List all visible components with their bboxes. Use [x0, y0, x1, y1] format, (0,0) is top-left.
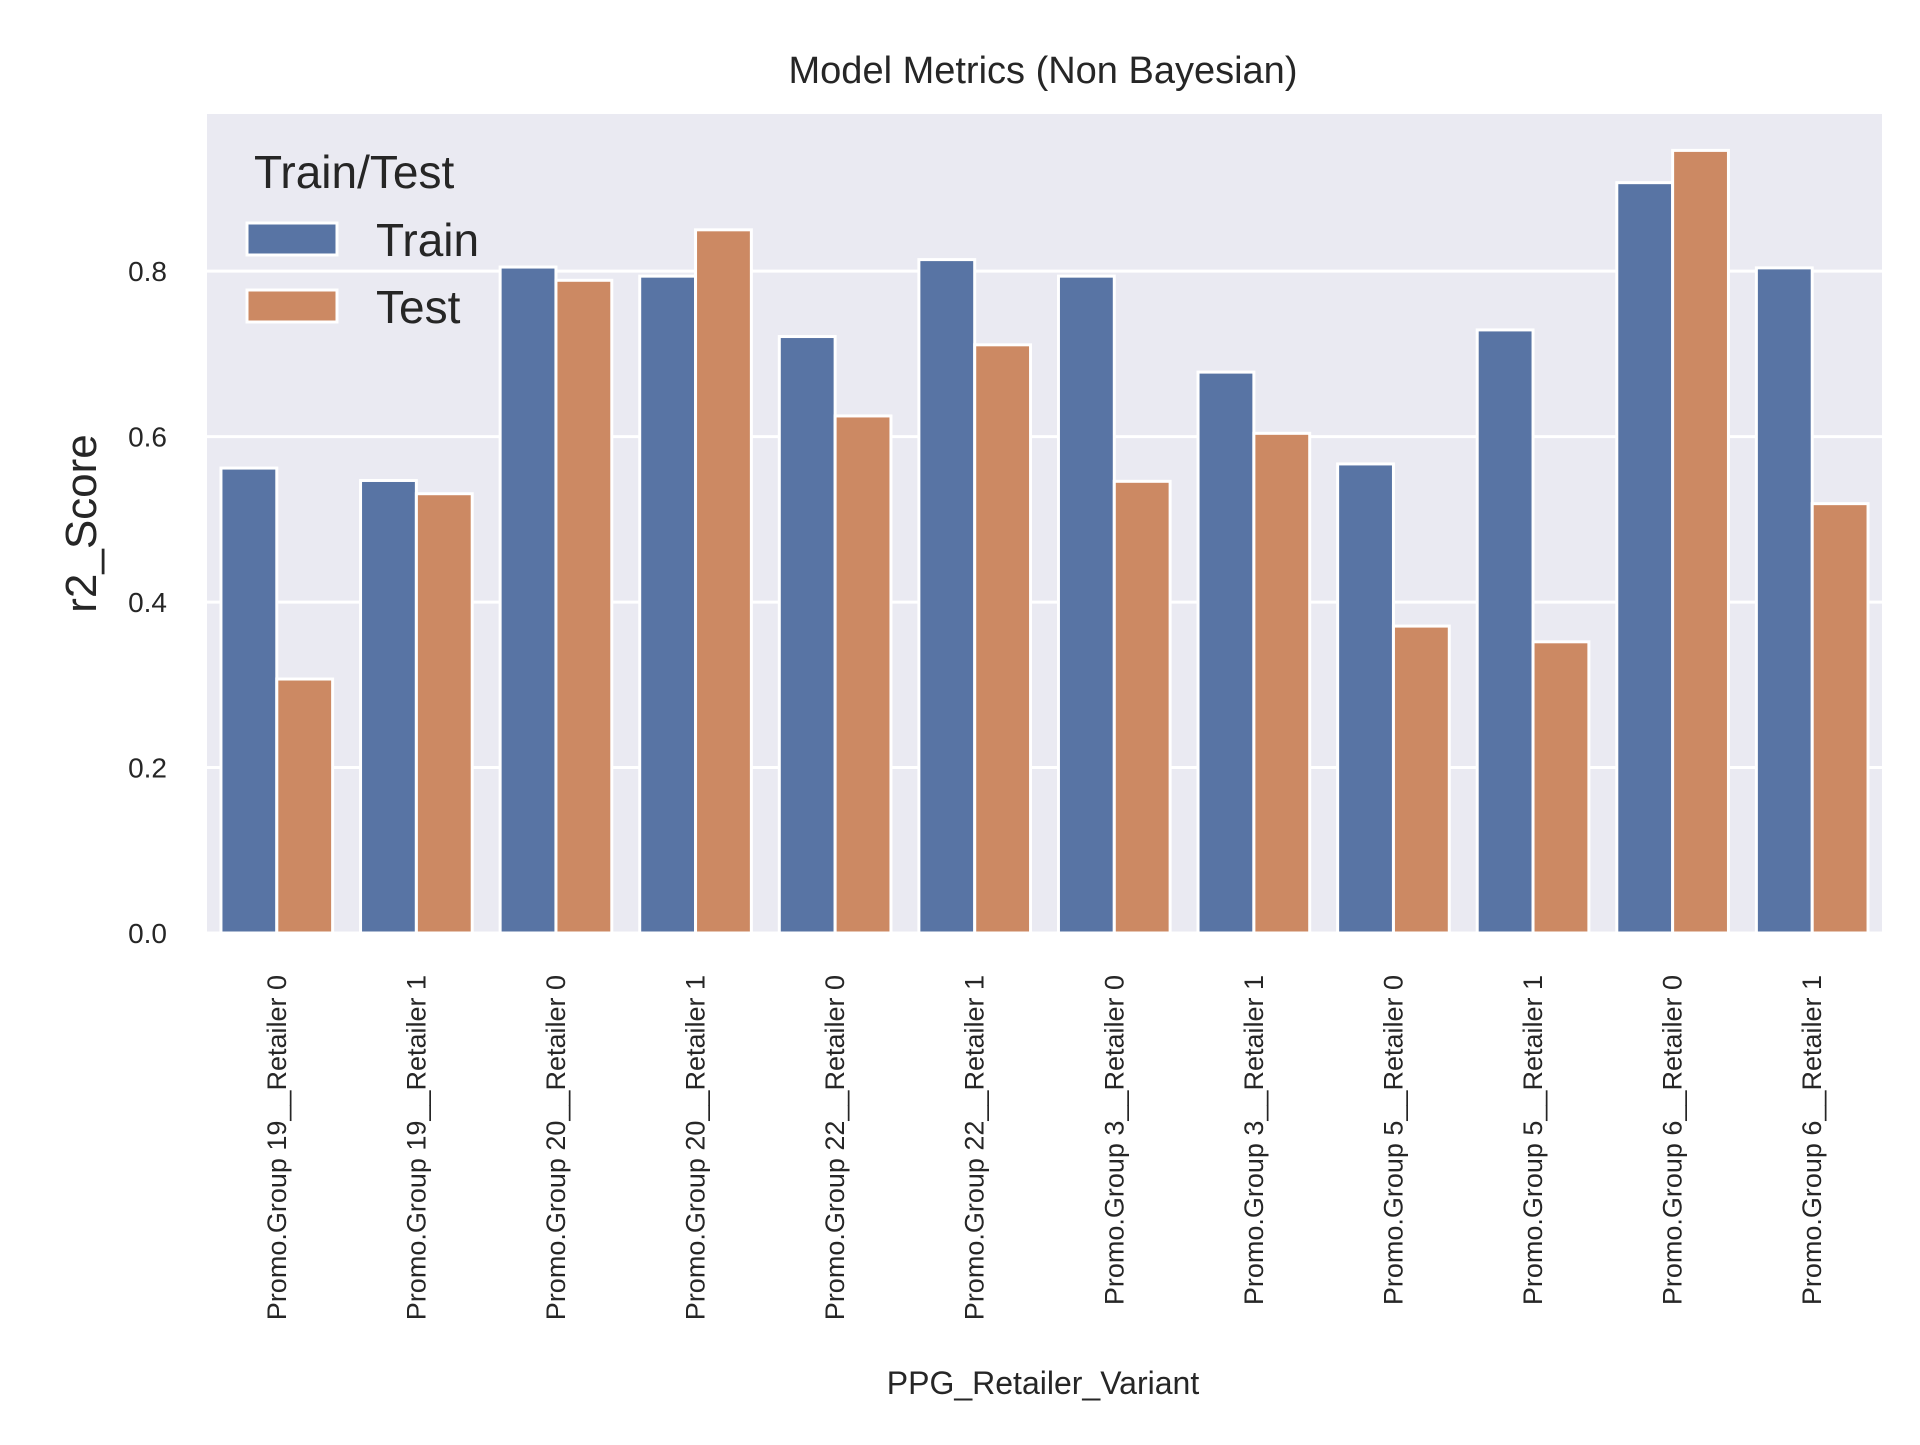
legend-title: Train/Test — [254, 146, 454, 198]
bar-test-2 — [554, 278, 614, 935]
y-tick-label: 0.0 — [128, 918, 167, 949]
bars — [219, 148, 1870, 935]
bar-test-0 — [275, 677, 335, 935]
x-tick-label: Promo.Group 6__Retailer 1 — [1797, 975, 1827, 1305]
x-tick-label: Promo.Group 6__Retailer 0 — [1658, 975, 1688, 1305]
gridlines — [207, 269, 1882, 935]
x-tick-label: Promo.Group 3__Retailer 1 — [1239, 975, 1269, 1305]
x-tick-label: Promo.Group 20__Retailer 1 — [681, 975, 711, 1320]
bar-test-5 — [973, 343, 1033, 935]
x-tick-label: Promo.Group 3__Retailer 0 — [1099, 975, 1129, 1305]
y-tick-label: 0.2 — [128, 753, 167, 784]
legend-swatch-train — [245, 221, 339, 257]
y-tick-label: 0.8 — [128, 256, 167, 287]
plot-area — [207, 114, 1882, 933]
bar-train-1 — [359, 478, 418, 935]
x-tick-label: Promo.Group 20__Retailer 0 — [541, 975, 571, 1320]
bar-test-10 — [1671, 148, 1730, 935]
y-tick-labels: 0.0 0.2 0.4 0.6 0.8 — [128, 256, 167, 949]
legend-label-train: Train — [376, 214, 479, 266]
bar-train-6 — [1056, 274, 1116, 935]
bar-train-5 — [917, 258, 977, 935]
y-axis-label: r2_Score — [57, 434, 106, 613]
bar-test-4 — [833, 414, 893, 935]
bar-test-9 — [1531, 640, 1591, 935]
bar-test-7 — [1252, 431, 1312, 935]
y-tick-label: 0.6 — [128, 422, 167, 453]
x-tick-label: Promo.Group 22__Retailer 1 — [960, 975, 990, 1320]
bar-train-11 — [1754, 266, 1814, 935]
bar-train-8 — [1336, 462, 1395, 935]
bar-train-9 — [1475, 328, 1535, 935]
legend-swatch-test — [245, 288, 339, 324]
bar-train-3 — [638, 274, 698, 935]
bar-test-8 — [1391, 624, 1451, 935]
x-axis-label: PPG_Retailer_Variant — [887, 1365, 1200, 1401]
bar-test-11 — [1810, 502, 1870, 935]
legend: Train/Test Train Test — [245, 146, 479, 333]
x-tick-label: Promo.Group 19__Retailer 1 — [401, 975, 431, 1320]
x-tick-label: Promo.Group 19__Retailer 0 — [262, 975, 292, 1320]
legend-label-test: Test — [376, 281, 461, 333]
x-tick-label: Promo.Group 22__Retailer 0 — [820, 975, 850, 1320]
bar-train-0 — [219, 466, 279, 935]
x-tick-label: Promo.Group 5__Retailer 0 — [1378, 975, 1408, 1305]
y-tick-label: 0.4 — [128, 587, 167, 618]
bar-train-10 — [1615, 181, 1675, 935]
bar-test-6 — [1112, 479, 1172, 935]
x-tick-labels: Promo.Group 19__Retailer 0 Promo.Group 19… — [262, 975, 1827, 1320]
x-tick-label: Promo.Group 5__Retailer 1 — [1518, 975, 1548, 1305]
bar-train-2 — [498, 265, 558, 935]
bar-test-3 — [694, 228, 753, 935]
bar-train-7 — [1196, 370, 1256, 935]
bar-train-4 — [777, 335, 837, 935]
chart-title: Model Metrics (Non Bayesian) — [789, 50, 1298, 92]
bar-test-1 — [414, 492, 474, 935]
